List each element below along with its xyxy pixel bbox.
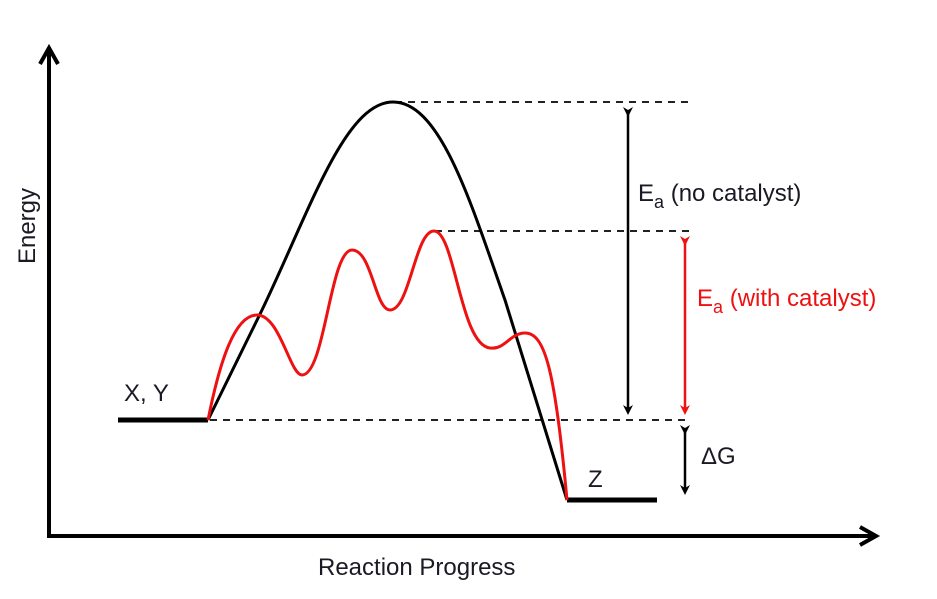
delta-g-label: ΔG xyxy=(701,443,736,470)
reference-lines xyxy=(210,101,690,421)
x-axis xyxy=(47,525,881,547)
ea-subscript: a xyxy=(713,297,724,317)
x-axis-label: Reaction Progress xyxy=(318,554,516,581)
catalyzed-curve xyxy=(206,229,569,501)
y-axis-label: Energy xyxy=(14,187,41,265)
ea-no-catalyst-label: Ea (no catalyst) xyxy=(638,180,802,212)
uncatalyzed-curve xyxy=(206,100,569,501)
y-axis xyxy=(38,43,60,536)
product-label: Z xyxy=(588,466,603,493)
reactants-label: X, Y xyxy=(124,380,169,407)
ea-with-catalyst-label: Ea (with catalyst) xyxy=(697,285,877,317)
ea-with-catalyst-text: (with catalyst) xyxy=(723,285,877,312)
ea-symbol: E xyxy=(638,180,655,207)
ea-symbol: E xyxy=(697,285,714,312)
ea-no-catalyst-text: (no catalyst) xyxy=(664,180,802,207)
ea-subscript: a xyxy=(654,192,665,212)
